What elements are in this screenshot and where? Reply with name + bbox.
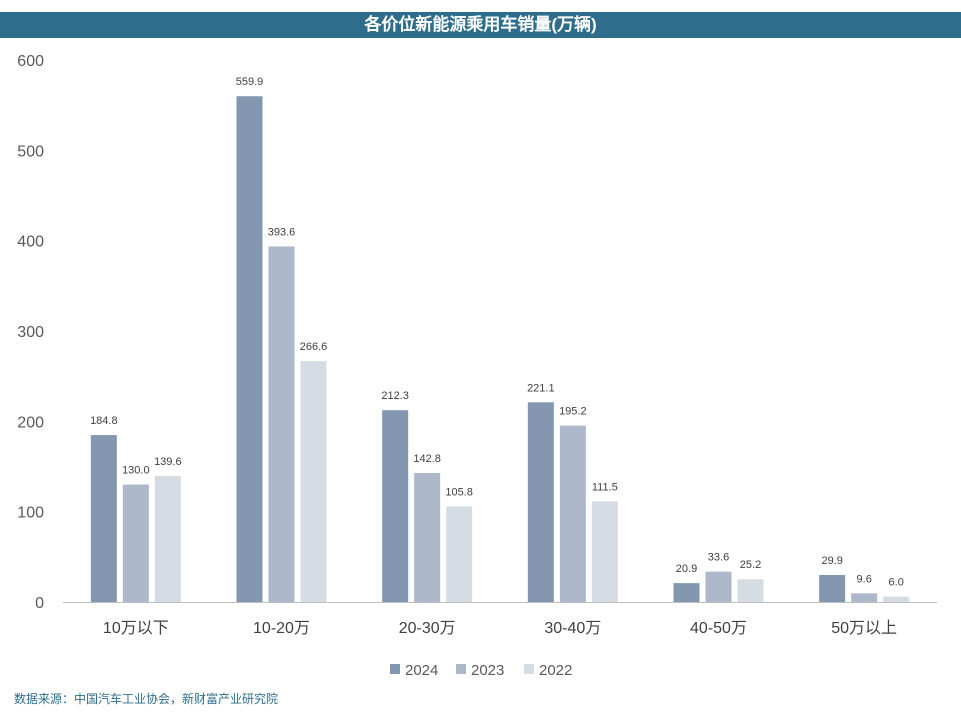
bar-2022 <box>591 501 618 602</box>
x-tick-label: 10万以下 <box>103 620 169 637</box>
bar-2024 <box>90 435 117 602</box>
bar-2024 <box>673 583 700 602</box>
x-tick-label: 10-20万 <box>253 620 310 637</box>
chart-title: 各价位新能源乘用车销量(万辆) <box>0 12 961 38</box>
legend-swatch-2022 <box>524 664 534 674</box>
y-tick-label: 500 <box>17 143 44 160</box>
x-axis: 10万以下 10-20万 20-30万 30-40万 40-50万 50万以上 <box>63 602 937 637</box>
bar-2023 <box>268 246 295 602</box>
bar-2022 <box>154 475 181 602</box>
data-label: 130.0 <box>122 465 150 477</box>
y-tick-label: 400 <box>17 234 44 251</box>
bar-2022 <box>446 506 473 602</box>
data-label: 184.8 <box>90 415 118 427</box>
source-note: 数据来源：中国汽车工业协会，新财富产业研究院 <box>14 692 279 706</box>
data-label: 25.2 <box>740 559 761 571</box>
data-label: 559.9 <box>236 76 264 88</box>
legend-label-2022: 2022 <box>539 662 572 679</box>
bar-2022 <box>737 579 764 602</box>
data-label: 6.0 <box>889 577 904 589</box>
bar-2022 <box>300 361 327 602</box>
legend: 2024 2023 2022 <box>390 662 572 679</box>
data-label: 20.9 <box>676 563 697 575</box>
x-tick-label: 40-50万 <box>690 620 747 637</box>
bar-2023 <box>414 473 441 602</box>
data-label: 29.9 <box>821 555 842 567</box>
bar-2024 <box>819 574 846 602</box>
x-tick-label: 30-40万 <box>544 620 601 637</box>
data-label: 139.6 <box>154 456 182 468</box>
data-label: 221.1 <box>527 382 555 394</box>
data-label: 266.6 <box>300 341 328 353</box>
data-label: 195.2 <box>559 406 587 418</box>
y-tick-label: 300 <box>17 324 44 341</box>
y-tick-label: 200 <box>17 414 44 431</box>
data-label: 33.6 <box>708 552 729 564</box>
y-tick-label: 600 <box>17 53 44 70</box>
bar-2023 <box>705 571 732 602</box>
bar-2023 <box>122 484 149 602</box>
bar-2024 <box>527 402 554 602</box>
bar-2023 <box>559 425 586 602</box>
legend-label-2024: 2024 <box>405 662 438 679</box>
data-label: 105.8 <box>445 486 473 498</box>
data-label: 111.5 <box>592 481 618 493</box>
data-label: 212.3 <box>381 390 409 402</box>
bar-2024 <box>382 410 409 602</box>
bars: 184.8 130.0 139.6 559.9 393.6 266.6 212.3 142.8… <box>90 76 910 602</box>
legend-label-2023: 2023 <box>471 662 504 679</box>
data-label: 9.6 <box>857 573 872 585</box>
bar-2022 <box>883 596 910 602</box>
y-tick-label: 0 <box>35 595 44 612</box>
data-label: 142.8 <box>413 453 441 465</box>
x-tick-label: 20-30万 <box>399 620 456 637</box>
y-axis: 0 100 200 300 400 500 600 <box>17 53 44 612</box>
legend-swatch-2023 <box>456 664 466 674</box>
x-tick-label: 50万以上 <box>831 619 897 637</box>
legend-swatch-2024 <box>390 664 400 674</box>
data-label: 393.6 <box>268 226 296 238</box>
bar-2024 <box>236 96 263 602</box>
bar-2023 <box>851 593 878 602</box>
y-tick-label: 100 <box>17 505 44 522</box>
